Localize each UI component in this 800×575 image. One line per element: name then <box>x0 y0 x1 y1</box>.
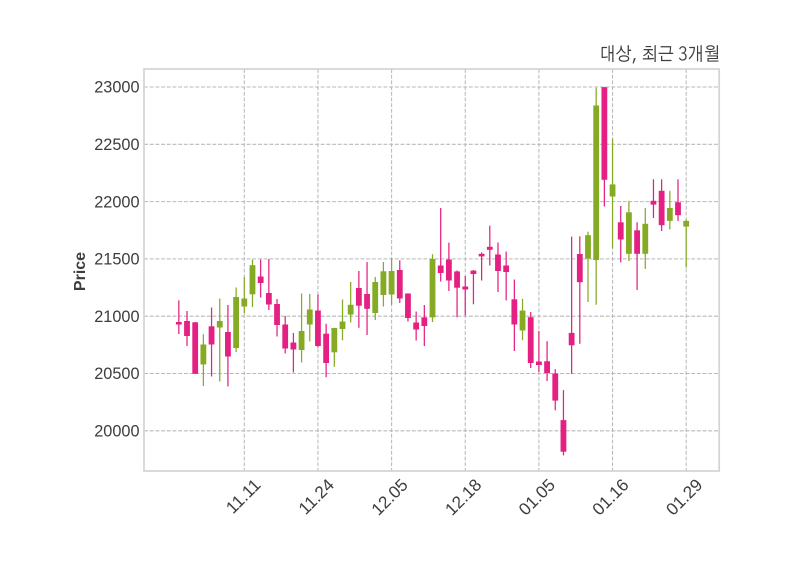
svg-text:21500: 21500 <box>94 251 139 269</box>
svg-text:20000: 20000 <box>94 423 139 441</box>
svg-text:23000: 23000 <box>94 79 139 97</box>
svg-text:21000: 21000 <box>94 308 139 326</box>
svg-text:22000: 22000 <box>94 193 139 211</box>
svg-text:20500: 20500 <box>94 365 139 383</box>
svg-text:22500: 22500 <box>94 136 139 154</box>
svg-text:Price: Price <box>72 252 89 291</box>
